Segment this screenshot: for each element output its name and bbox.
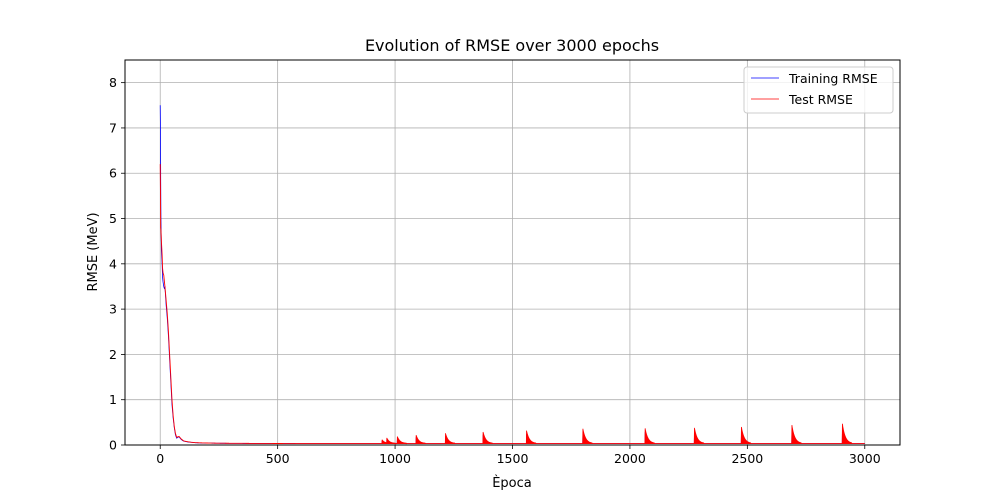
- y-tick-label: 2: [109, 347, 117, 362]
- chart-title: Evolution of RMSE over 3000 epochs: [365, 36, 659, 55]
- x-tick-label: 1500: [497, 451, 529, 466]
- y-tick-label: 4: [109, 256, 117, 271]
- legend-label-training: Training RMSE: [788, 71, 878, 86]
- test-rmse-line: [159, 164, 865, 445]
- plot-lines: [159, 105, 865, 445]
- y-tick-label: 5: [109, 211, 117, 226]
- x-tick-label: 2500: [731, 451, 763, 466]
- y-tick-label: 7: [109, 120, 117, 135]
- y-tick-label: 3: [109, 302, 117, 317]
- y-tick-label: 8: [109, 75, 117, 90]
- legend-label-test: Test RMSE: [788, 92, 853, 107]
- x-axis-label: Època: [492, 475, 532, 491]
- legend-box: [743, 66, 894, 114]
- y-tick-label: 0: [109, 438, 117, 453]
- y-tick-label: 1: [109, 392, 117, 407]
- x-tick-label: 500: [266, 451, 290, 466]
- y-axis-ticks: 0 1 2 3 4 5 6 7 8: [109, 75, 125, 453]
- y-tick-label: 6: [109, 166, 117, 181]
- x-tick-label: 1000: [379, 451, 411, 466]
- x-axis-ticks: 0 500 1000 1500 2000 2500 3000: [156, 445, 881, 466]
- y-axis-label: RMSE (MeV): [86, 212, 101, 291]
- x-tick-label: 3000: [849, 451, 881, 466]
- x-tick-label: 0: [156, 451, 164, 466]
- legend: Training RMSE Test RMSE: [743, 66, 894, 114]
- x-tick-label: 2000: [614, 451, 646, 466]
